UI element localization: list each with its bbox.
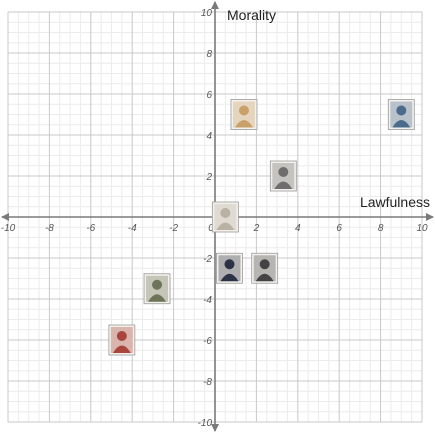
y-tick-label: 2: [205, 172, 212, 183]
x-axis-arrow-right: [426, 213, 434, 221]
y-tick-label: -8: [203, 377, 212, 388]
y-tick-label: 6: [206, 90, 212, 101]
data-point-character-photo-white-robe: [211, 201, 239, 233]
x-tick-label: -6: [86, 223, 95, 234]
thumbnail-head: [116, 331, 127, 341]
data-point-character-photo-blue: [387, 99, 415, 130]
data-point-character-illustration-bw: [269, 160, 297, 192]
y-tick-label: -4: [203, 295, 212, 306]
thumbnail-body: [274, 181, 293, 189]
thumbnail-body: [255, 273, 274, 282]
x-tick-label: 0: [208, 223, 214, 234]
y-tick-label: -10: [198, 418, 213, 429]
thumbnail-head: [238, 105, 249, 116]
data-point-character-photo-sepia: [230, 99, 258, 130]
thumbnail-head: [278, 167, 289, 177]
data-point-character-sketch-bw: [251, 252, 279, 284]
y-tick-label: 4: [206, 131, 212, 142]
y-axis-arrow-top: [211, 1, 219, 9]
x-tick-label: 10: [416, 223, 428, 234]
x-tick-label: -4: [128, 223, 137, 234]
data-point-character-photo-dark-blue: [216, 252, 243, 284]
y-axis-label: Morality: [227, 7, 276, 23]
x-tick-label: -8: [45, 223, 54, 234]
thumbnail-body: [220, 273, 239, 282]
x-tick-label: 2: [253, 223, 260, 234]
data-point-character-photo-green: [143, 273, 171, 305]
y-tick-label: 10: [201, 8, 213, 19]
thumbnail-head: [220, 208, 231, 218]
thumbnail-head: [259, 259, 270, 270]
thumbnail-head: [224, 259, 235, 270]
thumbnail-body: [392, 120, 411, 128]
x-axis-arrow-left: [1, 213, 9, 221]
data-points: [108, 99, 415, 356]
y-tick-label: 8: [206, 49, 212, 60]
thumbnail-body: [112, 345, 131, 353]
thumbnail-head: [396, 105, 407, 116]
y-tick-label: -6: [203, 336, 212, 347]
thumbnail-body: [234, 120, 253, 128]
x-tick-label: 6: [336, 223, 342, 234]
thumbnail-body: [148, 294, 167, 302]
data-point-character-photo-red: [108, 324, 136, 356]
x-tick-label: 8: [378, 223, 384, 234]
thumbnail-head: [152, 279, 163, 290]
thumbnail-body: [216, 222, 235, 230]
x-tick-label: 4: [295, 223, 301, 234]
x-tick-label: -2: [169, 223, 178, 234]
x-tick-labels: -10 -8 -6 -4 -2 0 2 4 6 8 10: [1, 223, 428, 234]
x-axis-label: Lawfulness: [360, 194, 430, 210]
y-axis-arrow-bottom: [211, 424, 219, 432]
x-tick-label: -10: [1, 223, 16, 234]
y-tick-label: -2: [203, 254, 212, 265]
y-tick-labels: 10 8 6 4 2 -2 -4 -6 -8 -10: [198, 8, 213, 429]
